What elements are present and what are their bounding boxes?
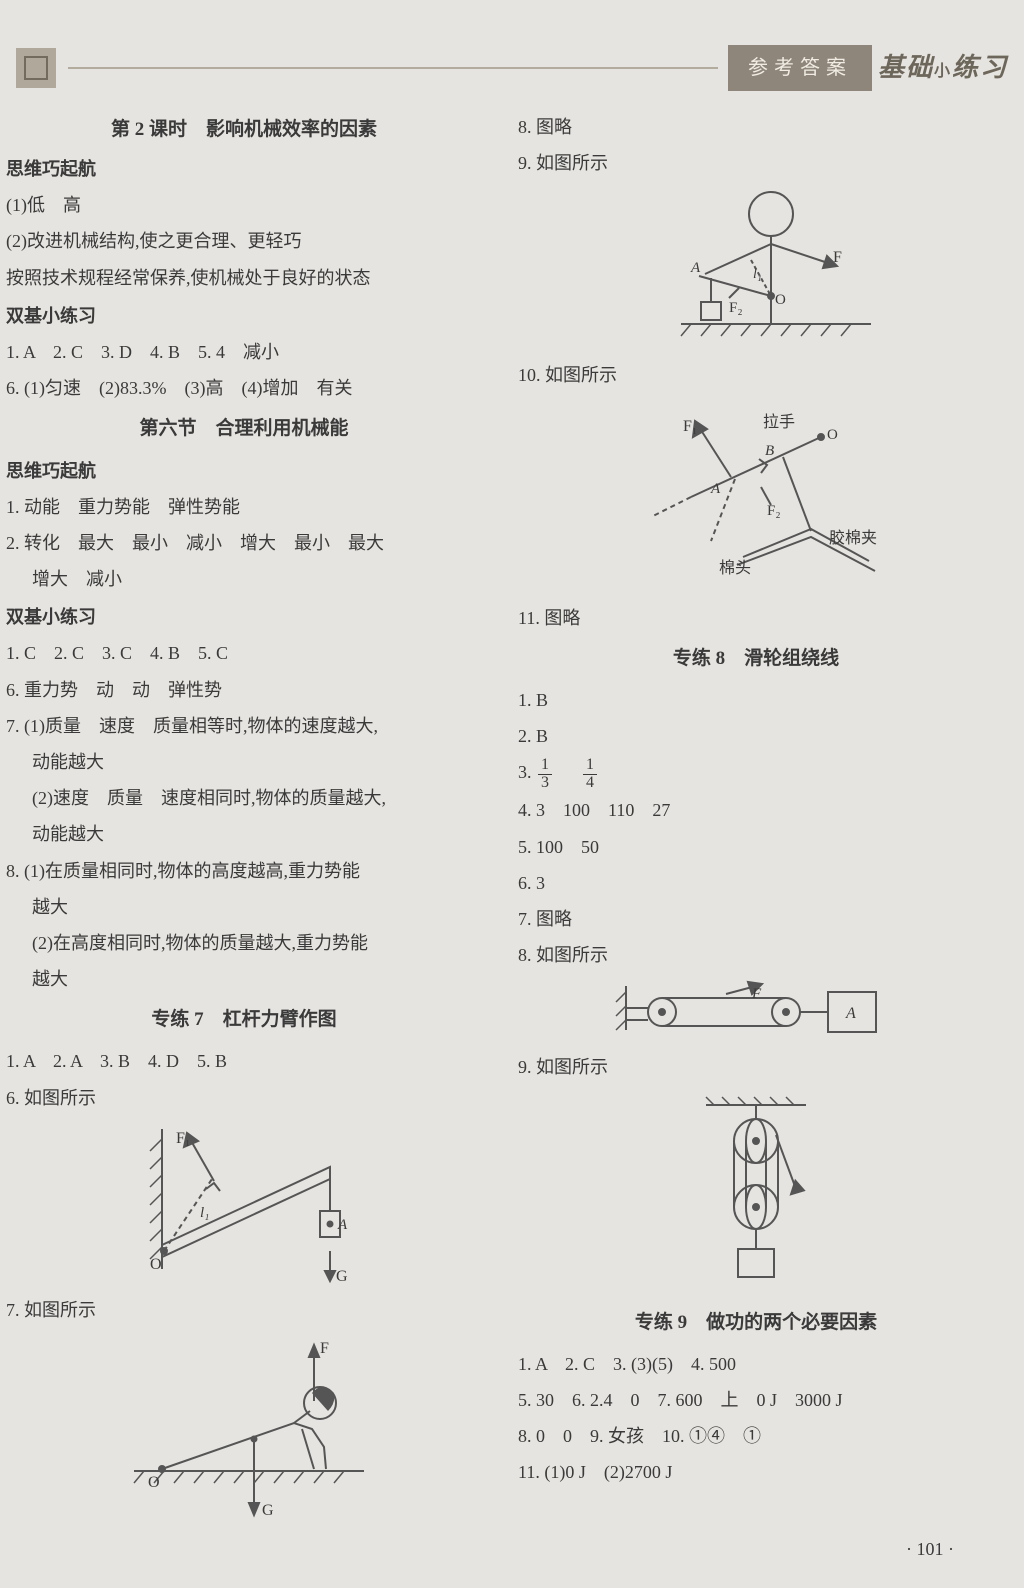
content-columns: 第 2 课时 影响机械效率的因素 思维巧起航 (1)低 高 (2)改进机械结构,… — [6, 108, 994, 1528]
answer-line: 动能越大 — [6, 817, 482, 851]
answer-line: (2)速度 质量 速度相同时,物体的质量越大, — [6, 781, 482, 815]
answer-line: 7. 图略 — [518, 902, 994, 936]
answer-line: 9. 如图所示 — [518, 146, 994, 180]
logo-end: 练习 — [952, 53, 1008, 82]
figure-vert-pulley — [676, 1089, 836, 1299]
header-rule — [68, 67, 718, 69]
page-header: 参考答案 基础小练习 — [16, 38, 1008, 98]
header-corner-icon — [16, 48, 56, 88]
label-O: O — [150, 1256, 162, 1273]
answer-line: 2. 转化 最大 最小 减小 增大 最小 最大 — [6, 526, 482, 560]
figure-horiz-pulley: F A — [606, 976, 906, 1046]
answer-line: 7. 如图所示 — [6, 1293, 482, 1327]
label-F2-3: F₂ — [729, 300, 743, 316]
answer-line: 增大 减小 — [6, 562, 482, 596]
label-F5: F — [751, 986, 762, 1002]
answer-line: 越大 — [6, 962, 482, 996]
answer-line: 7. (1)质量 速度 质量相等时,物体的速度越大, — [6, 709, 482, 743]
header-logo: 基础小练习 — [878, 43, 1008, 92]
answer-line: 10. 如图所示 — [518, 358, 994, 392]
label-O4: O — [827, 427, 838, 443]
label-F: F — [320, 1340, 329, 1357]
heading-shuangji-1: 双基小练习 — [6, 299, 482, 333]
answer-line: 11. 图略 — [518, 601, 994, 635]
label-A3: A — [690, 260, 701, 276]
answer-line: 3. 13 14 — [518, 755, 994, 791]
label-G: G — [336, 1268, 348, 1285]
figure-pushup: F O G — [114, 1331, 374, 1521]
answer-line: 6. (1)匀速 (2)83.3% (3)高 (4)增加 有关 — [6, 371, 482, 405]
answer-line: 6. 重力势 动 动 弹性势 — [6, 673, 482, 707]
text-line: (2)改进机械结构,使之更合理、更轻巧 — [6, 224, 482, 258]
answer-line: 5. 100 50 — [518, 830, 994, 864]
answer-line: 8. 如图所示 — [518, 938, 994, 972]
label-lashou: 拉手 — [763, 413, 795, 431]
answer-line: 1. A 2. A 3. B 4. D 5. B — [6, 1044, 482, 1078]
answer-line: 1. 动能 重力势能 弹性势能 — [6, 490, 482, 524]
label-l1-3: l₁ — [753, 267, 762, 282]
answer-line: 1. B — [518, 683, 994, 717]
label-F1-4: F₁ — [683, 418, 697, 435]
figure-pole-lever: A F l₁ F₂ O — [621, 184, 891, 354]
answer-line: 5. 30 6. 2.4 0 7. 600 上 0 J 3000 J — [518, 1383, 994, 1417]
zl8-title: 专练 8 滑轮组绕线 — [518, 641, 994, 677]
q3-prefix: 3. — [518, 762, 532, 782]
fraction-1-3: 13 — [538, 757, 552, 792]
answer-line: 4. 3 100 110 27 — [518, 793, 994, 827]
logo-main: 基础 — [878, 53, 934, 82]
figure-lever-wall: F₁ l₁ O A G — [114, 1119, 374, 1289]
label-F1: F₁ — [176, 1130, 190, 1147]
section6-title: 第六节 合理利用机械能 — [6, 411, 482, 447]
answer-line: 8. (1)在质量相同时,物体的高度越高,重力势能 — [6, 854, 482, 888]
left-column: 第 2 课时 影响机械效率的因素 思维巧起航 (1)低 高 (2)改进机械结构,… — [6, 108, 482, 1528]
answer-line: 越大 — [6, 890, 482, 924]
answer-line: 9. 如图所示 — [518, 1050, 994, 1084]
answer-line: 8. 图略 — [518, 110, 994, 144]
answer-line: 1. A 2. C 3. (3)(5) 4. 500 — [518, 1347, 994, 1381]
label-l1: l₁ — [200, 1205, 209, 1221]
label-F3: F — [833, 249, 842, 266]
label-mt: 棉头 — [719, 559, 751, 577]
heading-siwi-1: 思维巧起航 — [6, 152, 482, 186]
logo-small: 小 — [934, 63, 952, 80]
label-O3: O — [775, 292, 786, 308]
label-A4: A — [710, 481, 721, 497]
figure-mop: F₁ B O A F₂ 拉手 胶棉夹 棉头 — [611, 397, 901, 597]
label-B4: B — [765, 443, 774, 459]
answer-line: (2)在高度相同时,物体的质量越大,重力势能 — [6, 926, 482, 960]
label-A5: A — [845, 1005, 856, 1022]
answer-line: 2. B — [518, 719, 994, 753]
text-line: (1)低 高 — [6, 188, 482, 222]
label-jmj: 胶棉夹 — [829, 529, 877, 547]
heading-shuangji-2: 双基小练习 — [6, 600, 482, 634]
answer-line: 动能越大 — [6, 745, 482, 779]
answer-line: 6. 如图所示 — [6, 1081, 482, 1115]
label-G: G — [262, 1502, 274, 1519]
page-number: · 101 · — [906, 1532, 954, 1566]
answer-line: 8. 0 0 9. 女孩 10. ①④ ① — [518, 1419, 994, 1453]
label-O: O — [148, 1474, 160, 1491]
zl9-title: 专练 9 做功的两个必要因素 — [518, 1305, 994, 1341]
zl7-title: 专练 7 杠杆力臂作图 — [6, 1002, 482, 1038]
label-F2-4: F₂ — [767, 503, 781, 519]
header-badge: 参考答案 — [728, 45, 872, 91]
answer-line: 11. (1)0 J (2)2700 J — [518, 1455, 994, 1489]
label-A: A — [337, 1217, 348, 1233]
answer-line: 1. C 2. C 3. C 4. B 5. C — [6, 636, 482, 670]
fraction-1-4: 14 — [583, 757, 597, 792]
lesson2-title: 第 2 课时 影响机械效率的因素 — [6, 112, 482, 148]
heading-siwi-2: 思维巧起航 — [6, 454, 482, 488]
text-line: 按照技术规程经常保养,使机械处于良好的状态 — [6, 261, 482, 295]
answer-line: 6. 3 — [518, 866, 994, 900]
answer-line: 1. A 2. C 3. D 4. B 5. 4 减小 — [6, 335, 482, 369]
right-column: 8. 图略 9. 如图所示 — [518, 108, 994, 1528]
